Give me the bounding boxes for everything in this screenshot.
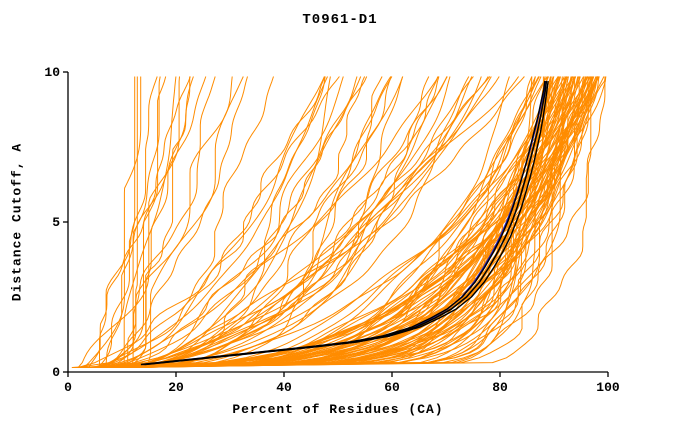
svg-text:0: 0	[64, 380, 72, 395]
svg-text:60: 60	[384, 380, 400, 395]
svg-text:0: 0	[52, 365, 60, 380]
svg-text:40: 40	[276, 380, 292, 395]
svg-text:20: 20	[168, 380, 184, 395]
svg-text:5: 5	[52, 215, 60, 230]
x-axis-label: Percent of Residues (CA)	[232, 402, 444, 417]
svg-text:10: 10	[44, 65, 60, 80]
svg-text:100: 100	[596, 380, 620, 395]
chart-title: T0961-D1	[302, 12, 378, 28]
svg-text:80: 80	[492, 380, 508, 395]
